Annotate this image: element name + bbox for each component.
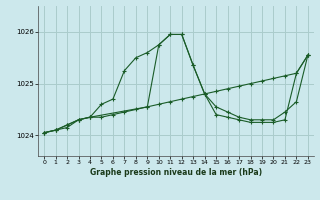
X-axis label: Graphe pression niveau de la mer (hPa): Graphe pression niveau de la mer (hPa) — [90, 168, 262, 177]
